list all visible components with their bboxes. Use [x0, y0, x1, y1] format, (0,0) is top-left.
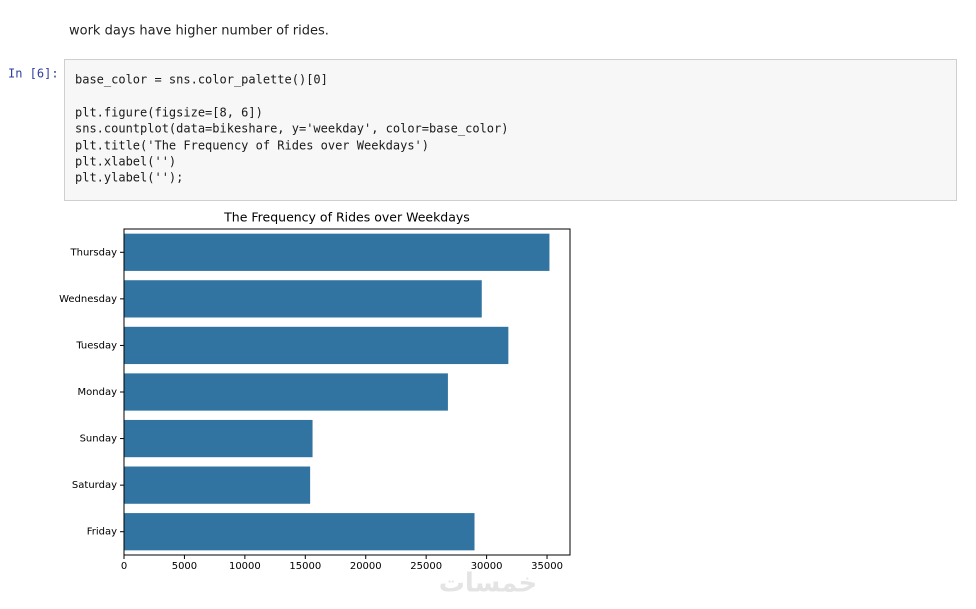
x-tick-label: 0 — [121, 561, 127, 572]
watermark: خمسات — [439, 569, 538, 599]
code-line: plt.ylabel(''); — [75, 171, 183, 185]
x-tick-label: 20000 — [350, 561, 382, 572]
y-tick-label: Thursday — [70, 247, 118, 258]
code-line: plt.title('The Frequency of Rides over W… — [75, 139, 429, 153]
y-tick-label: Saturday — [72, 480, 117, 491]
bar — [124, 513, 475, 551]
bar — [124, 419, 313, 458]
x-tick-label: 25000 — [410, 561, 442, 572]
bar — [124, 466, 311, 504]
code-line: plt.figure(figsize=[8, 6]) — [75, 106, 263, 120]
bar — [124, 373, 448, 411]
x-tick-label: 30000 — [471, 561, 503, 572]
code-line: sns.countplot(data=bikeshare, y='weekday… — [75, 122, 508, 136]
y-tick-label: Tuesday — [75, 340, 117, 351]
cell-prompt: In [6]: — [8, 67, 59, 81]
chart-title: The Frequency of Rides over Weekdays — [223, 210, 470, 225]
x-tick-label: 15000 — [289, 561, 321, 572]
x-tick-label: 35000 — [531, 561, 563, 572]
markdown-text: work days have higher number of rides. — [69, 24, 329, 39]
x-tick-label: 5000 — [172, 561, 197, 572]
plot-frame — [123, 228, 571, 556]
x-tick-label: 10000 — [229, 561, 261, 572]
y-tick-label: Sunday — [80, 434, 117, 445]
bar — [124, 280, 482, 318]
bar — [124, 233, 550, 271]
code-line: plt.xlabel('') — [75, 155, 176, 169]
y-tick-label: Wednesday — [59, 294, 117, 305]
code-line: base_color = sns.color_palette()[0] — [75, 73, 328, 87]
y-tick-label: Monday — [78, 387, 118, 398]
bar — [124, 326, 509, 365]
code-cell[interactable] — [64, 59, 957, 201]
y-tick-label: Friday — [87, 527, 117, 538]
